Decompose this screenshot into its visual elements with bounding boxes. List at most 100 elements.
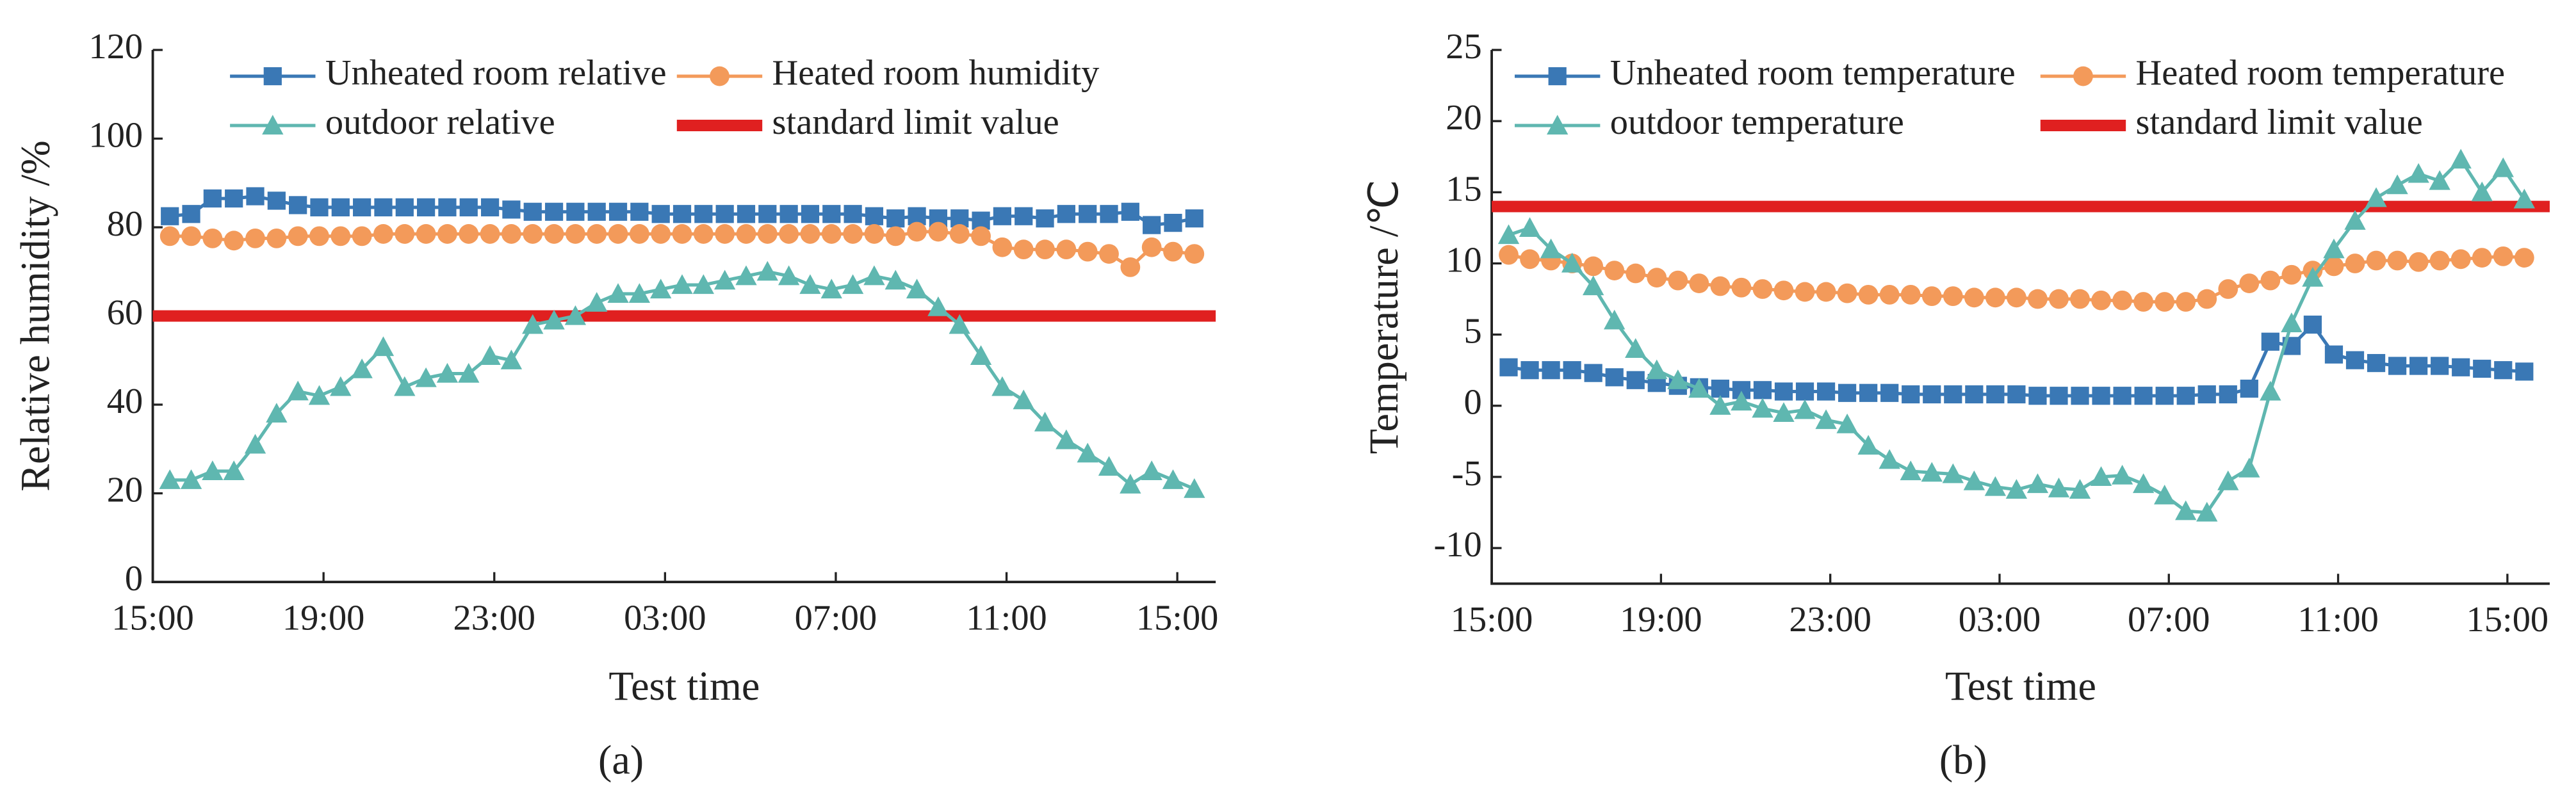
marker [884,270,906,290]
marker [289,196,307,214]
marker [2303,315,2322,334]
marker [1604,261,1625,280]
marker [266,228,287,248]
marker [1773,280,1794,301]
marker [203,189,222,208]
marker [2365,187,2387,207]
marker [436,362,459,383]
y-axis-title: Relative humidity /% [12,140,58,491]
marker [692,274,715,294]
marker [1120,257,1141,277]
marker [2050,387,2068,405]
marker [1986,385,2005,404]
marker [330,226,351,246]
marker [523,224,543,244]
marker [1034,412,1056,431]
marker [1984,476,2007,496]
marker [694,205,713,223]
marker [395,198,414,216]
marker [310,198,329,216]
marker [2388,357,2407,375]
marker [2515,362,2534,381]
marker [2409,357,2428,375]
marker [2494,361,2513,380]
marker [1668,270,1688,291]
marker [2387,250,2408,271]
y-tick-label: -10 [1433,525,1481,565]
marker [886,209,905,228]
caption: (b) [1939,737,1987,783]
marker [2069,479,2091,499]
marker [1015,207,1033,225]
marker [586,292,608,312]
marker [2261,332,2279,351]
caption: (a) [598,737,644,783]
marker [1774,382,1793,401]
marker [308,385,330,405]
x-tick-label: 15:00 [1136,599,1219,638]
marker [2153,485,2176,504]
marker [1035,239,1055,260]
marker [2028,289,2048,309]
series-line [1508,157,2526,515]
marker [2366,250,2386,271]
marker [1921,462,1943,482]
marker [1184,478,1205,498]
marker [992,237,1013,257]
marker [1709,395,1731,415]
marker [501,224,521,244]
marker [801,205,820,223]
marker [1143,216,1161,234]
marker [1944,385,1962,404]
marker [2071,387,2089,405]
marker [1902,385,1920,404]
marker [2450,149,2472,169]
marker [736,224,756,244]
marker [1689,273,1709,293]
marker [159,469,181,489]
marker [1921,286,1942,306]
marker [266,403,288,423]
marker [1056,429,1077,449]
marker [1858,284,1879,305]
marker [927,296,949,316]
marker [778,265,800,286]
marker [1604,309,1626,330]
marker [737,205,756,223]
marker [2176,292,2196,312]
legend-label: Unheated room relative [325,53,667,93]
marker [1013,239,1034,260]
marker [2240,379,2258,398]
marker [1057,205,1075,223]
marker [1900,460,1921,481]
marker [715,224,735,244]
marker [2217,470,2239,490]
marker [2281,312,2303,332]
marker [1688,378,1710,398]
marker [2345,254,2365,273]
marker [1626,263,1646,284]
marker [2092,387,2110,405]
marker [2113,387,2132,405]
marker [1964,287,1984,308]
marker [330,376,352,396]
legend-label: outdoor relative [325,102,555,142]
y-tick-label: 0 [125,559,143,599]
marker [263,67,282,86]
marker [459,224,479,244]
marker [630,202,649,221]
legend-label: standard limit value [2136,102,2423,142]
marker [1859,383,1878,402]
x-tick-label: 15:00 [2466,600,2549,640]
marker [416,224,436,244]
marker [779,205,798,223]
x-axis-title: Test time [1945,663,2096,709]
marker [372,336,395,357]
marker [885,226,906,246]
marker [1731,391,1752,411]
marker [458,362,480,383]
legend-label: standard limit value [772,102,1059,142]
marker [1923,385,1941,404]
x-tick-label: 07:00 [2128,600,2210,640]
marker [1542,361,1560,380]
